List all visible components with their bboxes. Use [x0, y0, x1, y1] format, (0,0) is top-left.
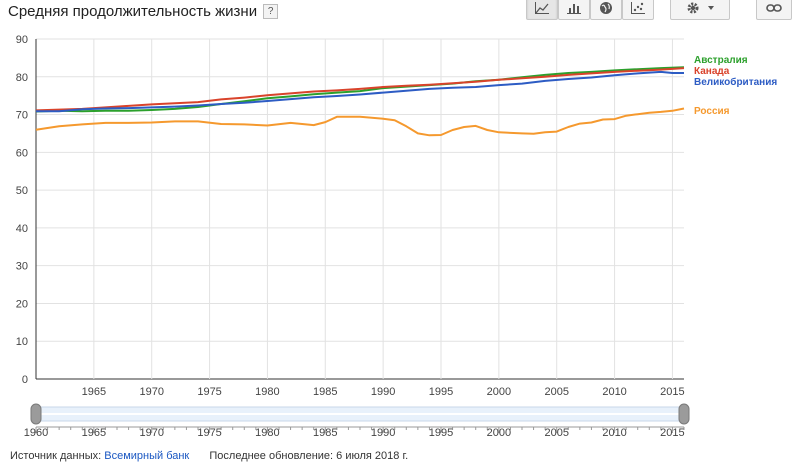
- legend-label: Великобритания: [694, 76, 777, 88]
- range-tick-label: 1975: [197, 427, 221, 439]
- range-tick-label: 2000: [487, 427, 511, 439]
- y-tick-label: 20: [16, 298, 28, 310]
- range-tick-label: 1965: [82, 427, 106, 439]
- link-icon: [766, 4, 782, 12]
- x-tick-label: 1970: [139, 386, 163, 398]
- x-tick-label: 2005: [544, 386, 568, 398]
- line-chart-icon: [535, 2, 549, 14]
- range-tick-label: 2015: [660, 427, 684, 439]
- range-handle-knob: [30, 403, 42, 425]
- y-tick-label: 10: [16, 336, 28, 348]
- x-tick-label: 2000: [487, 386, 511, 398]
- range-tick-label: 1970: [139, 427, 163, 439]
- chart-type-toolbar: [0, 0, 800, 22]
- scatter-icon: [631, 2, 645, 14]
- x-tick-label: 1975: [197, 386, 221, 398]
- range-selector[interactable]: 1960 1965 1970 1975 1980 1985 1990 1995 2000 2005…: [24, 403, 690, 439]
- x-tick-label: 1990: [371, 386, 395, 398]
- last-updated: Последнее обновление: 6 июля 2018 г.: [209, 450, 409, 462]
- range-handle-left[interactable]: [30, 403, 42, 425]
- y-tick-label: 30: [16, 261, 28, 273]
- map-button[interactable]: [590, 0, 622, 20]
- axes: 0 10 20 30 40 50 60 70 80 90 1965 1970 1975 1980 1985 1…: [16, 34, 685, 398]
- y-tick-label: 60: [16, 147, 28, 159]
- help-button[interactable]: ?: [263, 3, 279, 19]
- range-tick-label: 1980: [255, 427, 279, 439]
- y-tick-label: 0: [22, 374, 28, 386]
- range-tick-label: 1990: [371, 427, 395, 439]
- range-tick-label: 1995: [429, 427, 453, 439]
- range-tick-label: 1960: [24, 427, 48, 439]
- series-line: [36, 70, 684, 113]
- series-line: [35, 67, 685, 112]
- range-tick-label: 1985: [313, 427, 337, 439]
- globe-icon: [600, 2, 612, 14]
- scatter-button[interactable]: [622, 0, 654, 20]
- chart-title-row: Средняя продолжительность жизни ?: [8, 0, 279, 22]
- y-tick-label: 40: [16, 223, 28, 235]
- x-tick-label: 2010: [602, 386, 626, 398]
- chart-title: Средняя продолжительность жизни: [8, 2, 258, 20]
- legend-label: Австралия: [694, 55, 748, 66]
- line-chart-button[interactable]: [526, 0, 558, 20]
- x-tick-label: 1980: [255, 386, 279, 398]
- footer: Источник данных: Всемирный банк Последне…: [10, 450, 408, 462]
- source-link[interactable]: Всемирный банк: [104, 450, 190, 462]
- bar-chart-button[interactable]: [558, 0, 590, 20]
- series-lines: [35, 66, 685, 137]
- x-tick-label: 1995: [429, 386, 453, 398]
- y-tick-label: 50: [16, 185, 28, 197]
- source-label: Источник данных:: [10, 450, 102, 462]
- y-tick-label: 70: [16, 110, 28, 122]
- range-handle-right[interactable]: [678, 403, 690, 425]
- series-line: [35, 107, 685, 137]
- bar-chart-icon: [567, 4, 581, 14]
- range-tick-label: 2010: [602, 427, 626, 439]
- link-button[interactable]: [756, 0, 792, 20]
- x-tick-label: 1965: [82, 386, 106, 398]
- legend-label: Канада: [694, 66, 730, 77]
- legend-label: Россия: [694, 106, 730, 117]
- gear-icon: [687, 2, 714, 14]
- series-line: [35, 66, 685, 113]
- grid: [36, 38, 684, 380]
- y-tick-label: 90: [16, 34, 28, 46]
- y-tick-label: 80: [16, 72, 28, 84]
- range-tick-label: 2005: [544, 427, 568, 439]
- settings-button[interactable]: [670, 0, 730, 20]
- x-tick-label: 2015: [660, 386, 684, 398]
- range-handle-knob: [678, 403, 690, 425]
- x-tick-label: 1985: [313, 386, 337, 398]
